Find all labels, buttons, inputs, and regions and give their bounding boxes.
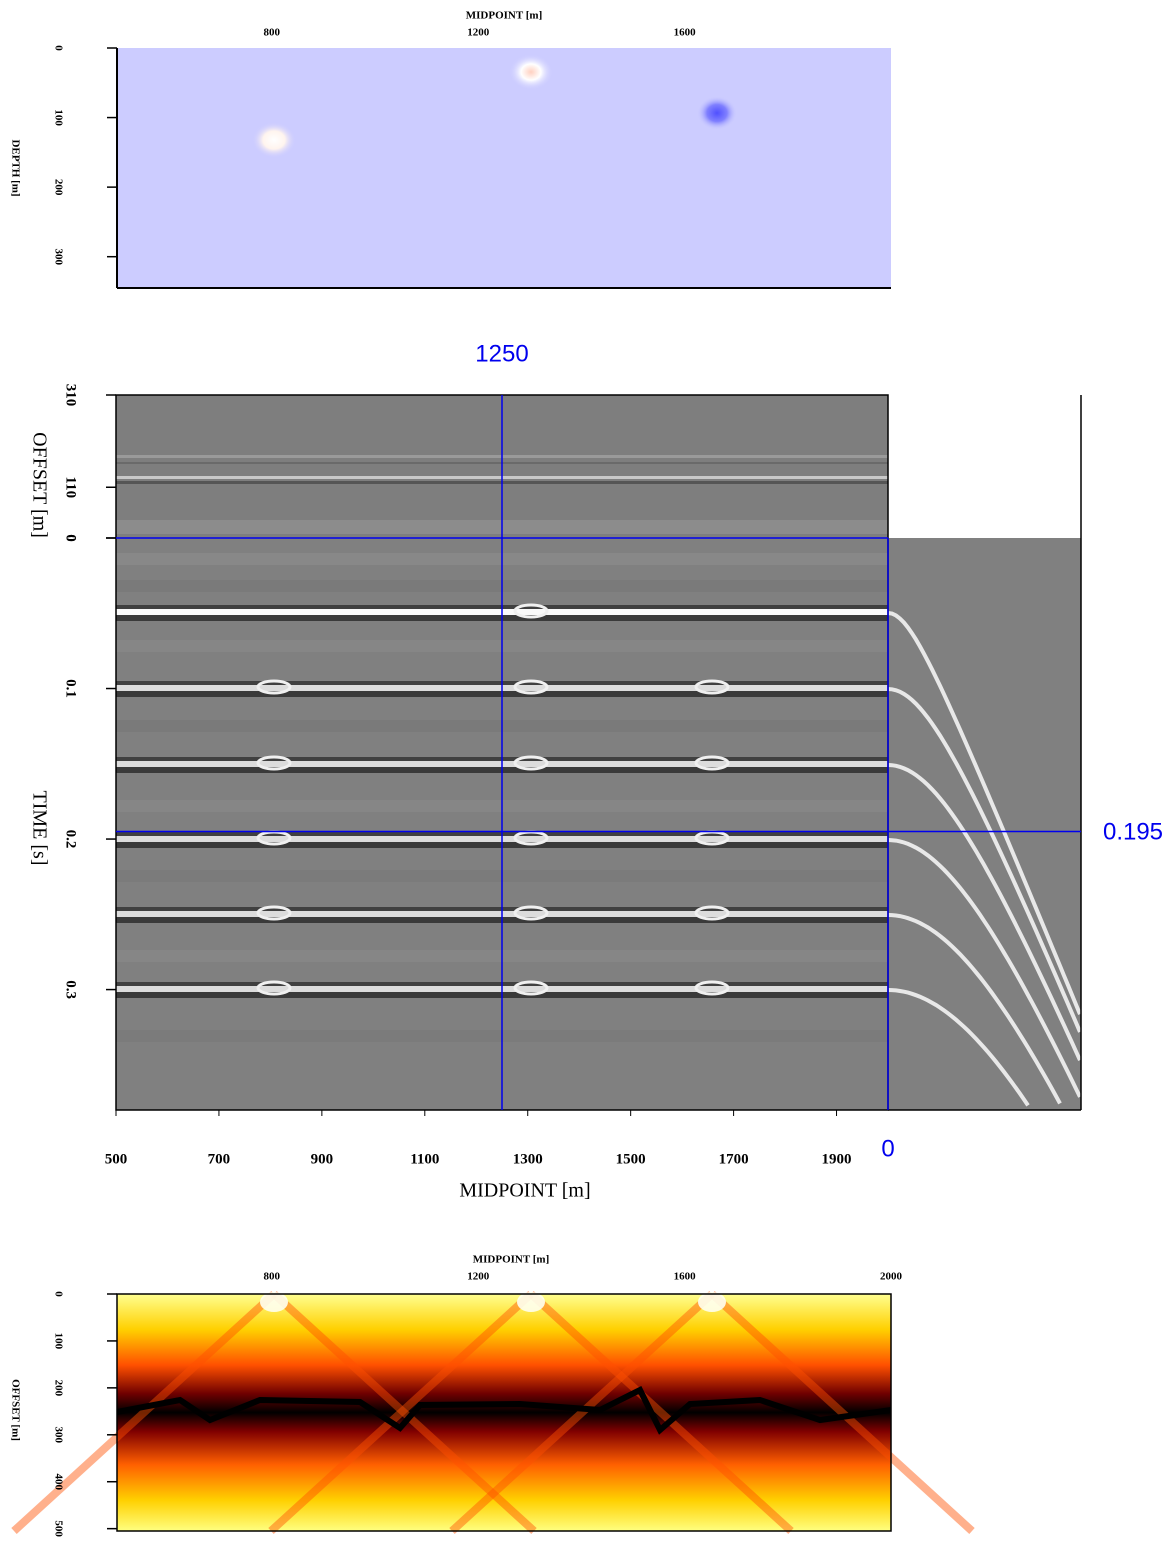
crosshair-x-label: 1250 <box>475 340 528 367</box>
x-tick-label: 2000 <box>880 1271 903 1283</box>
y-tick-label: 0 <box>63 534 79 542</box>
y-tick-label: 200 <box>52 1380 64 1397</box>
y-tick-label: 0.1 <box>63 679 79 698</box>
apex <box>698 1292 726 1312</box>
frame <box>116 1293 892 1532</box>
diffraction <box>694 905 730 921</box>
y-tick-label: 110 <box>63 476 79 498</box>
diffraction <box>256 980 292 996</box>
moveout-curve <box>887 988 1030 1107</box>
moveout-curve <box>887 687 1082 1033</box>
anomaly <box>509 54 553 90</box>
minimum-ridge <box>116 1385 892 1435</box>
crosshair-offset-label: 0 <box>881 1135 894 1162</box>
y-tick-label: 300 <box>52 1427 64 1444</box>
diffraction <box>513 679 549 695</box>
heat-background <box>117 1294 891 1531</box>
ray <box>709 1291 975 1534</box>
y-tick-label: 0 <box>52 45 64 51</box>
diffraction <box>513 980 549 996</box>
moveout-curve <box>887 838 1082 1098</box>
x-tick-label: 1700 <box>719 1151 749 1167</box>
x-tick-label: 1900 <box>822 1151 852 1167</box>
y-tick-label: 310 <box>63 384 79 407</box>
diffraction <box>694 679 730 695</box>
y-tick-label: 400 <box>52 1473 64 1490</box>
y-axis-label: OFFSET [m] <box>9 1379 21 1441</box>
moveout-curve <box>887 611 1082 1015</box>
y-axis-label: TIME [s] <box>28 791 50 866</box>
diffraction <box>513 755 549 771</box>
x-axis-label: MIDPOINT [m] <box>459 1180 590 1202</box>
diffraction <box>694 980 730 996</box>
y-tick-label: 200 <box>52 179 64 196</box>
ray <box>528 1291 794 1534</box>
apex <box>517 1292 545 1312</box>
x-tick-label: 1300 <box>513 1151 543 1167</box>
y-tick-label: 0.3 <box>63 980 79 999</box>
diffraction <box>513 603 549 619</box>
anomaly <box>697 96 737 130</box>
x-tick-label: 1500 <box>616 1151 646 1167</box>
ray <box>271 1291 537 1534</box>
time-panel <box>116 538 1081 1110</box>
y-axis-label: DEPTH [m] <box>9 139 21 196</box>
ray <box>11 1291 277 1534</box>
image-background <box>117 48 891 288</box>
y-tick-label: 0.2 <box>63 830 79 849</box>
x-tick-label: 800 <box>264 27 281 39</box>
apex <box>260 1292 288 1312</box>
x-tick-label: 800 <box>264 1271 281 1283</box>
moveout-curve <box>887 763 1082 1062</box>
x-tick-label: 1600 <box>674 27 697 39</box>
y-tick-label: 100 <box>52 1333 64 1350</box>
anomaly <box>252 122 296 158</box>
diffraction <box>256 679 292 695</box>
y2-axis-label: OFFSET [m] <box>28 432 50 538</box>
x-axis-label: MIDPOINT [m] <box>473 1254 549 1266</box>
x-tick-label: 500 <box>105 1151 128 1167</box>
y-tick-label: 100 <box>52 109 64 126</box>
crosshair-y-label: 0.195 <box>1103 818 1163 845</box>
diffraction <box>256 755 292 771</box>
ray <box>268 1291 534 1534</box>
y-tick-label: 500 <box>52 1520 64 1537</box>
x-tick-label: 1200 <box>467 1271 490 1283</box>
y-tick-label: 300 <box>52 248 64 265</box>
x-tick-label: 1100 <box>410 1151 439 1167</box>
diffraction <box>694 755 730 771</box>
x-tick-label: 900 <box>311 1151 334 1167</box>
moveout-curve <box>887 913 1062 1105</box>
x-tick-label: 700 <box>208 1151 231 1167</box>
y-tick-label: 0 <box>63 534 79 542</box>
ray <box>449 1291 715 1534</box>
x-tick-label: 1600 <box>674 1271 697 1283</box>
x-tick-label: 1200 <box>467 27 490 39</box>
x-axis-label: MIDPOINT [m] <box>466 10 542 22</box>
y-tick-label: 0 <box>52 1291 64 1297</box>
diffraction <box>256 905 292 921</box>
diffraction <box>513 905 549 921</box>
